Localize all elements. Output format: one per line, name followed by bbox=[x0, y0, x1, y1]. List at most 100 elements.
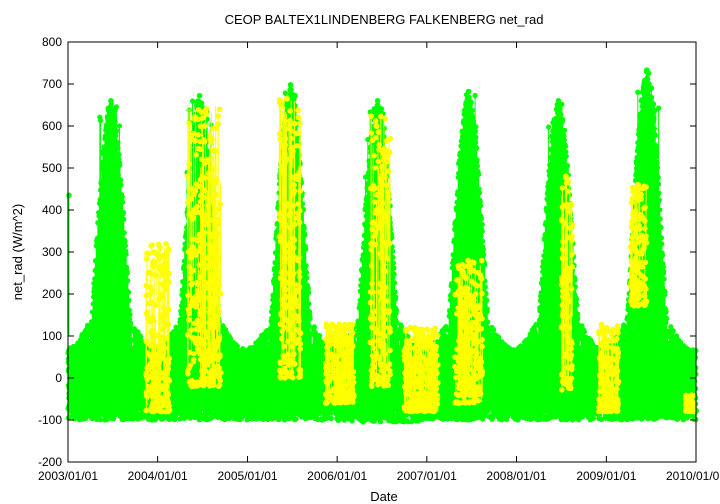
green-point bbox=[276, 388, 282, 395]
green-point bbox=[127, 312, 133, 318]
chart-title: CEOP BALTEX1LINDENBERG FALKENBERG net_ra… bbox=[225, 12, 544, 27]
green-point bbox=[124, 361, 131, 367]
green-point bbox=[117, 162, 123, 168]
green-point bbox=[138, 334, 144, 340]
green-point bbox=[316, 333, 323, 339]
green-point bbox=[108, 337, 114, 344]
green-point bbox=[180, 308, 186, 314]
green-point bbox=[93, 257, 99, 263]
green-point bbox=[90, 358, 96, 365]
green-point bbox=[269, 321, 275, 328]
green-point bbox=[355, 380, 362, 386]
green-point bbox=[115, 368, 122, 374]
green-point bbox=[125, 278, 131, 284]
green-point bbox=[116, 335, 123, 342]
green-point bbox=[179, 287, 185, 293]
green-point bbox=[189, 98, 196, 104]
green-point bbox=[99, 194, 105, 200]
green-point bbox=[112, 351, 119, 357]
green-point bbox=[98, 117, 104, 124]
green-point bbox=[98, 269, 104, 275]
green-point bbox=[112, 201, 119, 207]
green-point bbox=[274, 352, 280, 359]
green-point bbox=[103, 211, 109, 217]
green-point bbox=[385, 399, 392, 405]
green-point bbox=[122, 243, 128, 249]
green-point bbox=[101, 144, 107, 150]
green-point bbox=[108, 187, 115, 194]
green-point bbox=[130, 362, 136, 369]
green-point bbox=[181, 263, 187, 269]
green-point bbox=[179, 292, 185, 298]
green-point bbox=[92, 329, 98, 336]
green-point bbox=[99, 179, 105, 185]
green-point bbox=[282, 90, 288, 96]
green-point bbox=[88, 332, 94, 338]
green-point bbox=[113, 321, 119, 327]
green-point bbox=[231, 371, 237, 377]
green-point bbox=[170, 352, 176, 358]
green-point bbox=[268, 389, 274, 395]
green-point bbox=[121, 230, 127, 236]
green-point bbox=[207, 392, 213, 398]
green-point bbox=[97, 289, 103, 295]
green-point bbox=[115, 145, 121, 151]
green-point bbox=[119, 194, 125, 200]
green-point bbox=[126, 307, 132, 313]
green-point bbox=[120, 270, 126, 277]
green-point bbox=[107, 300, 113, 307]
green-point bbox=[131, 398, 137, 404]
green-point bbox=[105, 281, 111, 287]
green-point bbox=[292, 92, 298, 99]
green-point bbox=[177, 316, 183, 322]
green-point bbox=[179, 312, 186, 318]
green-point bbox=[86, 357, 92, 363]
green-point bbox=[378, 106, 385, 112]
green-point bbox=[130, 352, 136, 358]
green-point bbox=[193, 162, 199, 168]
green-point bbox=[359, 344, 365, 350]
green-point bbox=[110, 248, 116, 254]
green-point bbox=[98, 282, 104, 288]
green-point bbox=[108, 105, 114, 111]
green-point bbox=[270, 293, 276, 299]
green-point bbox=[97, 369, 103, 375]
green-point bbox=[224, 356, 230, 362]
green-point bbox=[109, 370, 115, 376]
green-point bbox=[124, 270, 130, 277]
green-point bbox=[274, 344, 280, 350]
green-point bbox=[225, 391, 231, 397]
green-point bbox=[302, 385, 308, 391]
green-point bbox=[94, 239, 100, 245]
green-point bbox=[84, 337, 91, 343]
green-point bbox=[92, 311, 98, 317]
green-point bbox=[114, 128, 120, 134]
green-point bbox=[102, 330, 109, 336]
green-point bbox=[303, 275, 310, 281]
green-point bbox=[361, 232, 367, 239]
green-point bbox=[125, 289, 132, 295]
green-point bbox=[113, 260, 119, 266]
green-point bbox=[112, 194, 119, 200]
green-point bbox=[120, 209, 127, 215]
green-point bbox=[248, 357, 254, 363]
green-point bbox=[293, 416, 299, 422]
green-point bbox=[113, 286, 119, 292]
green-point bbox=[120, 199, 126, 205]
green-point bbox=[222, 362, 228, 368]
green-point bbox=[97, 201, 103, 207]
green-point bbox=[260, 351, 266, 357]
green-point bbox=[183, 393, 189, 399]
green-point bbox=[304, 373, 310, 379]
green-point bbox=[103, 226, 110, 232]
green-point bbox=[105, 147, 111, 153]
green-point bbox=[176, 362, 182, 368]
green-point bbox=[103, 187, 109, 193]
green-point bbox=[296, 152, 302, 158]
green-point bbox=[90, 294, 97, 300]
green-point bbox=[196, 388, 202, 394]
green-point bbox=[199, 103, 205, 110]
green-point bbox=[222, 345, 228, 352]
green-point bbox=[114, 392, 121, 399]
